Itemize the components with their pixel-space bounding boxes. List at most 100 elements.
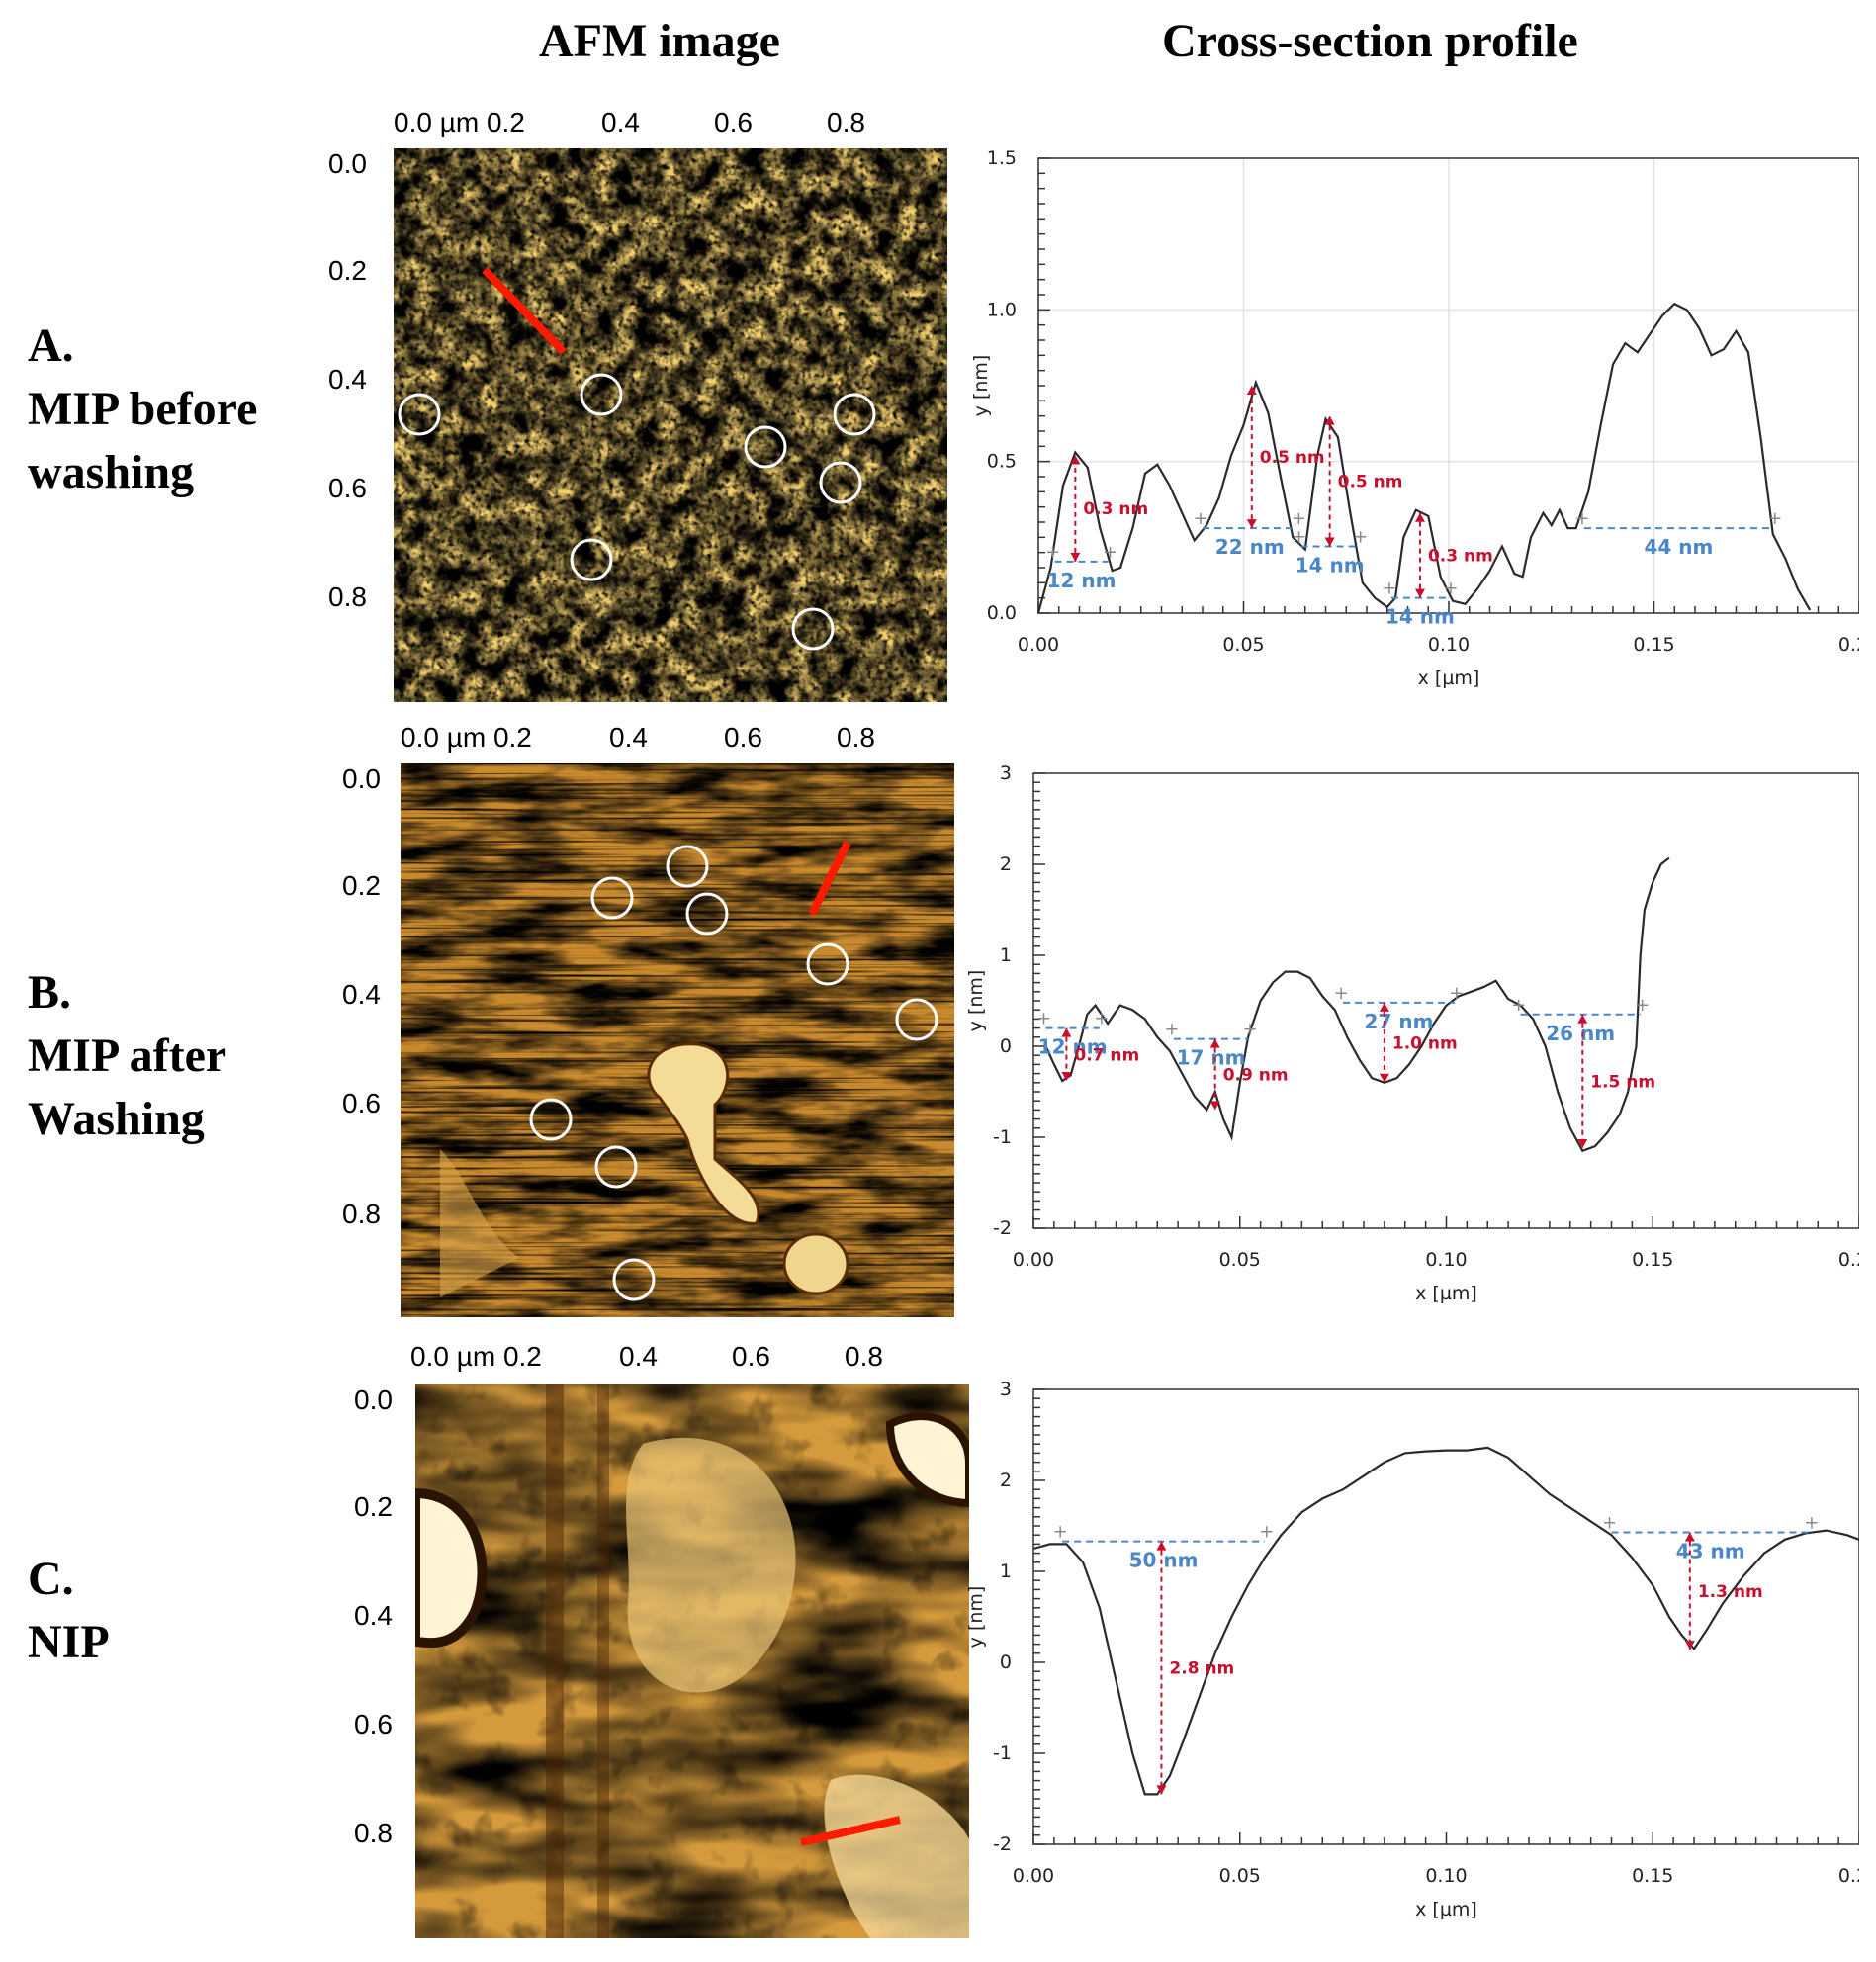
cavity-circle bbox=[806, 942, 849, 986]
x-tick-label: 0.10 bbox=[1425, 1249, 1467, 1271]
scan-line-marker bbox=[800, 1816, 901, 1846]
afm-b-left-tick: 0.4 bbox=[342, 979, 381, 1010]
width-label: 26 nm bbox=[1546, 1022, 1615, 1045]
row-label-b: B. MIP after Washing bbox=[28, 961, 226, 1151]
width-label: 14 nm bbox=[1295, 554, 1365, 578]
profile-line bbox=[1036, 302, 1812, 614]
y-tick-label: 0.5 bbox=[987, 451, 1017, 473]
x-tick-label: 0.05 bbox=[1222, 634, 1264, 656]
y-axis-label: y [nm] bbox=[970, 355, 992, 417]
afm-topography-a bbox=[394, 148, 947, 702]
afm-a-left-tick: 0.0 bbox=[328, 148, 367, 179]
x-tick-label: 0.10 bbox=[1428, 634, 1470, 656]
x-tick-label: 0.05 bbox=[1219, 1865, 1261, 1887]
row-label-c: C. NIP bbox=[28, 1548, 110, 1674]
x-tick-label: 0.00 bbox=[1013, 1865, 1054, 1887]
row-c-title: NIP bbox=[28, 1616, 110, 1668]
y-tick-label: 1 bbox=[1000, 1561, 1012, 1582]
afm-b-top-tick: 0.0 µm 0.2 bbox=[401, 722, 532, 753]
y-tick-label: 1.5 bbox=[987, 148, 1017, 169]
row-b-letter: B. bbox=[28, 966, 72, 1019]
height-arrow bbox=[1061, 1027, 1072, 1037]
width-label: 14 nm bbox=[1385, 605, 1455, 629]
afm-a-left-tick: 0.8 bbox=[328, 581, 367, 612]
cavity-circle bbox=[594, 1145, 638, 1189]
width-end-mark: + bbox=[1053, 1522, 1068, 1543]
afm-a-top-tick: 0.0 µm 0.2 bbox=[394, 107, 525, 137]
width-end-mark: + bbox=[1804, 1512, 1819, 1533]
width-end-mark: + bbox=[1103, 542, 1117, 563]
afm-topography-b bbox=[401, 763, 954, 1317]
width-label: 50 nm bbox=[1129, 1549, 1199, 1572]
y-axis-label: y [nm] bbox=[965, 970, 987, 1032]
height-label: 1.5 nm bbox=[1590, 1072, 1655, 1092]
width-end-mark: + bbox=[1193, 508, 1207, 529]
cavity-circle bbox=[580, 373, 623, 416]
height-label: 0.5 nm bbox=[1260, 448, 1325, 468]
afm-c-top-tick: 0.4 bbox=[619, 1341, 658, 1372]
height-arrow bbox=[1379, 1002, 1389, 1012]
afm-b-left-tick: 0.6 bbox=[342, 1088, 381, 1118]
width-label: 17 nm bbox=[1177, 1046, 1246, 1070]
y-tick-label: -2 bbox=[993, 1833, 1012, 1855]
row-a-letter: A. bbox=[28, 319, 74, 372]
height-arrow bbox=[1577, 1139, 1588, 1149]
width-end-mark: + bbox=[1353, 527, 1368, 548]
row-b-subtitle: Washing bbox=[28, 1093, 205, 1145]
cavity-circle bbox=[666, 845, 709, 888]
afm-c-left-tick: 0.0 bbox=[354, 1384, 393, 1415]
height-arrow bbox=[1414, 512, 1425, 522]
width-end-mark: + bbox=[1259, 1522, 1274, 1543]
width-end-mark: + bbox=[1443, 579, 1458, 599]
afm-b-top-tick: 0.8 bbox=[837, 722, 875, 753]
height-label: 0.7 nm bbox=[1074, 1045, 1139, 1065]
cavity-circle bbox=[744, 425, 787, 469]
plot-frame bbox=[1032, 772, 1859, 1229]
cavity-circle bbox=[819, 461, 862, 504]
afm-image-b bbox=[401, 763, 954, 1317]
height-arrow bbox=[1379, 1073, 1389, 1083]
x-axis-label: x [µm] bbox=[1415, 1283, 1477, 1304]
width-end-mark: + bbox=[1045, 542, 1060, 563]
height-arrow bbox=[1156, 1541, 1167, 1551]
width-end-mark: + bbox=[1243, 1020, 1258, 1040]
width-end-mark: + bbox=[1511, 995, 1526, 1016]
profile-chart-b: 0.00 0.05 0.10 0.15 0.20 -2 -1 0 1 2 3 x [µm] y [nm]… bbox=[965, 763, 1859, 1304]
afm-b-left-tick: 0.8 bbox=[342, 1199, 381, 1229]
afm-a-top-tick: 0.8 bbox=[827, 107, 865, 137]
afm-b-top-tick: 0.4 bbox=[609, 722, 648, 753]
height-arrow bbox=[1324, 537, 1335, 547]
cavity-circle bbox=[612, 1258, 656, 1301]
width-label: 12 nm bbox=[1038, 1035, 1108, 1059]
width-label: 27 nm bbox=[1365, 1010, 1434, 1033]
cavity-circle bbox=[685, 892, 729, 936]
y-tick-label: 3 bbox=[1000, 1380, 1012, 1400]
cavity-circles bbox=[529, 845, 938, 1301]
width-end-mark: + bbox=[1292, 527, 1306, 548]
afm-b-left-tick: 0.2 bbox=[342, 870, 381, 901]
width-end-mark: + bbox=[1334, 983, 1349, 1004]
afm-c-top-tick: 0.0 µm 0.2 bbox=[410, 1341, 542, 1372]
row-a-title: MIP before bbox=[28, 383, 258, 435]
x-tick-label: 0.15 bbox=[1633, 634, 1674, 656]
cavity-circle bbox=[398, 393, 441, 436]
cavity-circle bbox=[833, 393, 876, 436]
afm-a-left-tick: 0.4 bbox=[328, 364, 367, 395]
y-tick-label: 1 bbox=[1000, 944, 1012, 966]
width-end-mark: + bbox=[1767, 508, 1782, 529]
cavity-circles bbox=[398, 373, 876, 651]
height-arrow bbox=[1209, 1101, 1220, 1111]
afm-a-left-tick: 0.2 bbox=[328, 255, 367, 286]
width-end-mark: + bbox=[1292, 508, 1306, 529]
profile-line bbox=[1044, 856, 1670, 1153]
profile-line bbox=[1032, 1446, 1859, 1796]
cavity-circle bbox=[529, 1098, 573, 1141]
width-label: 44 nm bbox=[1644, 535, 1713, 559]
x-tick-label: 0.00 bbox=[1018, 634, 1059, 656]
width-label: 22 nm bbox=[1215, 535, 1285, 559]
cavity-circle bbox=[791, 607, 835, 651]
y-tick-label: -1 bbox=[993, 1742, 1012, 1764]
height-label: 1.3 nm bbox=[1698, 1582, 1763, 1602]
width-end-mark: + bbox=[1094, 1009, 1109, 1029]
height-arrow bbox=[1209, 1038, 1220, 1048]
